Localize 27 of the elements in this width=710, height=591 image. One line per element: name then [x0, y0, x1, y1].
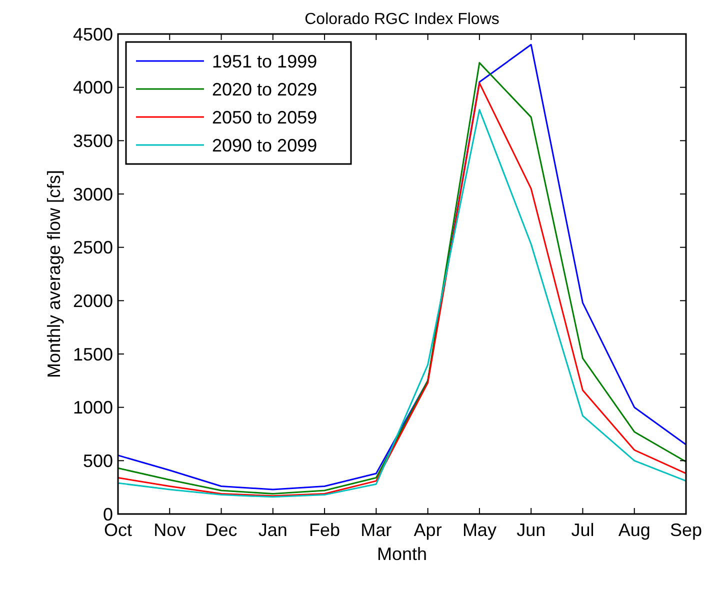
legend-label: 1951 to 1999 [212, 51, 318, 72]
x-tick-label: Dec [205, 520, 238, 540]
legend-label: 2090 to 2099 [212, 135, 318, 156]
y-tick-label: 1000 [72, 398, 113, 418]
y-tick-label: 3500 [72, 130, 113, 151]
y-tick-label: 4000 [72, 78, 113, 98]
x-tick-label: Jun [516, 520, 546, 540]
x-tick-label: Nov [154, 520, 186, 540]
x-tick-label: Jan [258, 520, 288, 540]
x-tick-label: May [462, 520, 496, 540]
x-tick-label: Feb [309, 520, 340, 540]
y-tick-label: 2000 [72, 290, 113, 311]
chart-title: Colorado RGC Index Flows [304, 11, 500, 28]
x-tick-label: Apr [414, 520, 442, 540]
x-tick-label: Aug [618, 520, 650, 540]
y-axis-title: Monthly average flow [cfs] [44, 170, 64, 378]
x-tick-label: Sep [670, 520, 702, 540]
y-tick-label: 4500 [72, 24, 113, 44]
legend-label: 2020 to 2029 [212, 79, 318, 100]
y-tick-label: 1500 [72, 344, 113, 364]
x-tick-label: Jul [571, 520, 594, 540]
y-tick-label: 3000 [72, 184, 113, 204]
y-tick-label: 2500 [72, 238, 113, 258]
y-tick-label: 500 [82, 450, 113, 471]
x-axis-title: Month [376, 544, 428, 564]
x-tick-label: Mar [360, 520, 392, 540]
legend-label: 2050 to 2059 [212, 107, 318, 128]
